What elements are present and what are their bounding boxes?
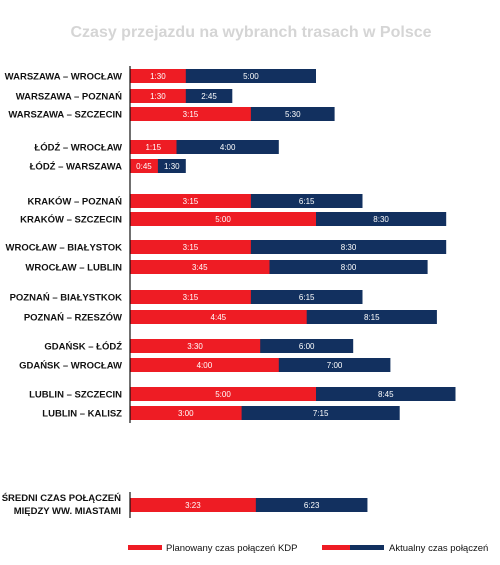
bar-planned-6: [130, 212, 316, 226]
value-label-actual-0: 5:00: [243, 72, 259, 81]
category-label-7: WROCŁAW – BIAŁYSTOK: [6, 243, 123, 254]
summary-axis-group: ŚREDNI CZAS POŁĄCZEŃ MIĘDZY WW. MIASTAMI: [2, 492, 131, 518]
value-label-planned-1: 1:30: [150, 92, 166, 101]
value-label-actual-1: 2:45: [201, 92, 217, 101]
value-label-actual-8: 8:00: [341, 263, 357, 272]
summary-label-line-1: MIĘDZY WW. MIASTAMI: [14, 506, 121, 517]
value-label-planned-5: 3:15: [183, 197, 199, 206]
bar-planned-10: [130, 310, 307, 324]
legend-swatch-actual-blue: [350, 545, 384, 550]
value-label-actual-6: 8:30: [373, 215, 389, 224]
value-label-actual-3: 4:00: [220, 143, 236, 152]
bar-planned-5: [130, 194, 251, 208]
value-label-planned-7: 3:15: [183, 243, 199, 252]
bar-planned-2: [130, 107, 251, 121]
value-label-planned-summary: 3:23: [185, 501, 201, 510]
legend-swatch-actual-red: [322, 545, 350, 550]
value-label-actual-7: 8:30: [341, 243, 357, 252]
value-label-planned-6: 5:00: [215, 215, 231, 224]
bar-planned-13: [130, 387, 316, 401]
bar-planned-4: [130, 159, 158, 173]
category-label-9: POZNAŃ – BIAŁYSTKOK: [10, 293, 123, 304]
category-label-8: WROCŁAW – LUBLIN: [25, 263, 122, 274]
category-label-14: LUBLIN – KALISZ: [42, 409, 122, 420]
chart-title: Czasy przejazdu na wybranch trasach w Po…: [70, 24, 431, 41]
category-label-4: ŁÓDŹ – WARSZAWA: [30, 161, 123, 173]
value-label-actual-4: 1:30: [164, 162, 180, 171]
value-label-actual-2: 5:30: [285, 110, 301, 119]
value-label-actual-14: 7:15: [313, 409, 329, 418]
bar-planned-11: [130, 339, 261, 353]
legend: Planowany czas połączeń KDP Aktualny cza…: [128, 543, 488, 554]
bar-planned-9: [130, 290, 251, 304]
legend-swatch-planned: [128, 545, 162, 550]
category-label-5: KRAKÓW – POZNAŃ: [28, 196, 123, 208]
value-label-planned-10: 4:45: [211, 313, 227, 322]
category-label-10: POZNAŃ – RZESZÓW: [24, 312, 122, 324]
value-label-planned-2: 3:15: [183, 110, 199, 119]
bar-planned-3: [130, 140, 177, 154]
category-label-12: GDAŃSK – WROCŁAW: [19, 361, 122, 372]
category-label-11: GDAŃSK – ŁÓDŹ: [44, 341, 122, 353]
value-label-actual-9: 6:15: [299, 293, 315, 302]
value-label-planned-13: 5:00: [215, 390, 231, 399]
bar-planned-12: [130, 358, 279, 372]
summary-label-line-0: ŚREDNI CZAS POŁĄCZEŃ: [2, 492, 121, 504]
value-label-actual-10: 8:15: [364, 313, 380, 322]
legend-label-planned: Planowany czas połączeń KDP: [166, 543, 298, 554]
value-label-planned-8: 3:45: [192, 263, 208, 272]
value-label-planned-4: 0:45: [136, 162, 152, 171]
value-label-planned-3: 1:15: [145, 143, 161, 152]
value-label-planned-0: 1:30: [150, 72, 166, 81]
category-label-13: LUBLIN – SZCZECIN: [29, 390, 122, 401]
bar-planned-1: [130, 89, 186, 103]
bar-group: WARSZAWA – WROCŁAW 1:30 5:00 WARSZAWA – POZ…: [5, 69, 456, 512]
value-label-planned-9: 3:15: [183, 293, 199, 302]
value-label-actual-summary: 6:23: [304, 501, 320, 510]
category-label-1: WARSZAWA – POZNAŃ: [16, 92, 122, 103]
bar-planned-0: [130, 69, 186, 83]
bar-planned-7: [130, 240, 251, 254]
value-label-actual-13: 8:45: [378, 390, 394, 399]
category-label-2: WARSZAWA – SZCZECIN: [8, 110, 122, 121]
category-label-6: KRAKÓW – SZCZECIN: [20, 214, 122, 226]
value-label-planned-12: 4:00: [197, 361, 213, 370]
category-label-0: WARSZAWA – WROCŁAW: [5, 72, 122, 83]
value-label-actual-5: 6:15: [299, 197, 315, 206]
category-label-3: ŁÓDŹ – WROCŁAW: [34, 142, 122, 154]
value-label-actual-12: 7:00: [327, 361, 343, 370]
bar-planned-summary: [130, 498, 256, 512]
value-label-actual-11: 6:00: [299, 342, 315, 351]
value-label-planned-11: 3:30: [187, 342, 203, 351]
bar-planned-8: [130, 260, 270, 274]
legend-label-actual: Aktualny czas połączeń: [389, 543, 488, 554]
value-label-planned-14: 3:00: [178, 409, 194, 418]
bar-planned-14: [130, 406, 242, 420]
